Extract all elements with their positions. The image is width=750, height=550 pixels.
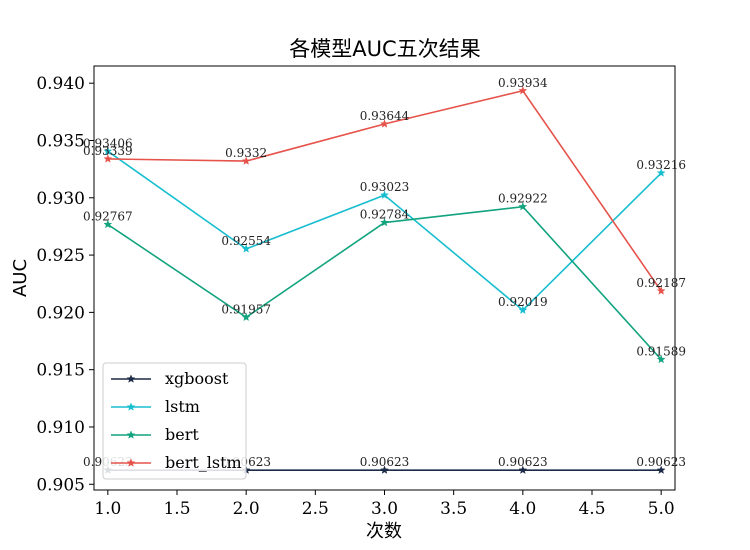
data-label: 0.90623 (498, 455, 548, 469)
y-tick-label: 0.915 (36, 361, 85, 381)
legend-label: bert (165, 425, 199, 444)
data-point (380, 190, 389, 199)
series-lstm (103, 146, 666, 315)
data-point (380, 465, 389, 474)
x-tick-label: 2.5 (302, 499, 329, 519)
data-point (103, 146, 113, 156)
data-label: 0.92784 (360, 208, 410, 222)
data-point (518, 202, 528, 211)
data-point (518, 465, 528, 474)
data-label: 0.93023 (360, 180, 410, 194)
data-point (656, 354, 666, 364)
legend-item: bert (111, 425, 199, 444)
legend-marker (126, 402, 136, 411)
series-bert_lstm (103, 86, 666, 295)
data-point (380, 119, 389, 128)
data-point (656, 286, 666, 295)
y-tick-label: 0.925 (36, 246, 85, 266)
y-axis: 0.905 0.910 0.915 0.920 0.925 0.930 0.935 0.940 (36, 74, 94, 495)
legend-marker (126, 374, 136, 383)
data-label: 0.91957 (221, 302, 271, 316)
series-line (107, 205, 662, 361)
legend-item: xgboost (111, 369, 229, 388)
series-line (107, 150, 662, 312)
series-bert (103, 202, 666, 364)
y-axis-title: AUC (10, 259, 31, 297)
x-tick-label: 4.5 (578, 499, 605, 519)
data-point (103, 154, 113, 163)
x-tick-label: 1.5 (163, 499, 190, 519)
y-tick-label: 0.920 (36, 303, 85, 323)
data-point (241, 312, 251, 322)
x-tick-label: 1.0 (94, 499, 121, 519)
y-tick-label: 0.930 (36, 189, 85, 209)
legend-label: lstm (165, 397, 200, 416)
data-label: 0.90623 (636, 455, 686, 469)
data-labels: 0.906230.906230.906230.906230.906230.934… (83, 76, 686, 469)
legend-label: bert_lstm (165, 453, 242, 472)
legend-marker (126, 458, 136, 467)
legend-frame (102, 362, 247, 480)
data-point (656, 168, 666, 177)
y-tick-label: 0.905 (36, 475, 85, 495)
data-label: 0.93934 (498, 76, 548, 90)
legend-label: xgboost (165, 369, 229, 388)
x-tick-label: 3.5 (440, 499, 467, 519)
x-tick-label: 4.0 (509, 499, 536, 519)
data-label: 0.93216 (636, 158, 686, 172)
x-tick-label: 3.0 (371, 499, 398, 519)
data-point (518, 305, 528, 315)
data-point (656, 465, 666, 474)
x-axis-title: 次数 (366, 521, 402, 542)
data-point (241, 244, 251, 253)
x-tick-label: 2.0 (233, 499, 260, 519)
data-point (103, 219, 113, 229)
series-layer (103, 86, 666, 474)
x-axis: 1.0 1.5 2.0 2.5 3.0 3.5 4.0 4.5 5.0 (94, 490, 675, 519)
y-tick-label: 0.940 (36, 74, 85, 94)
legend: xgboost lstm bert bert_lstm (102, 362, 247, 480)
data-label: 0.92767 (83, 209, 133, 223)
data-label: 0.93406 (83, 136, 133, 150)
data-label: 0.92019 (498, 295, 548, 309)
legend-marker (126, 430, 136, 439)
data-label: 0.92922 (498, 192, 548, 206)
data-point (518, 86, 528, 95)
legend-item: bert_lstm (111, 453, 242, 472)
y-tick-label: 0.935 (36, 131, 85, 151)
data-label: 0.90623 (360, 455, 410, 469)
legend-item: lstm (111, 397, 200, 416)
y-tick-label: 0.910 (36, 418, 85, 438)
data-label: 0.93339 (83, 144, 133, 158)
x-tick-label: 5.0 (648, 499, 675, 519)
data-label: 0.91589 (636, 344, 686, 358)
chart-title: 各模型AUC五次结果 (289, 37, 480, 61)
data-label: 0.9332 (225, 146, 267, 160)
data-point (241, 156, 251, 165)
data-point (380, 217, 389, 227)
data-label: 0.92187 (636, 276, 686, 290)
data-label: 0.92554 (221, 234, 271, 248)
data-label: 0.93644 (360, 109, 410, 123)
